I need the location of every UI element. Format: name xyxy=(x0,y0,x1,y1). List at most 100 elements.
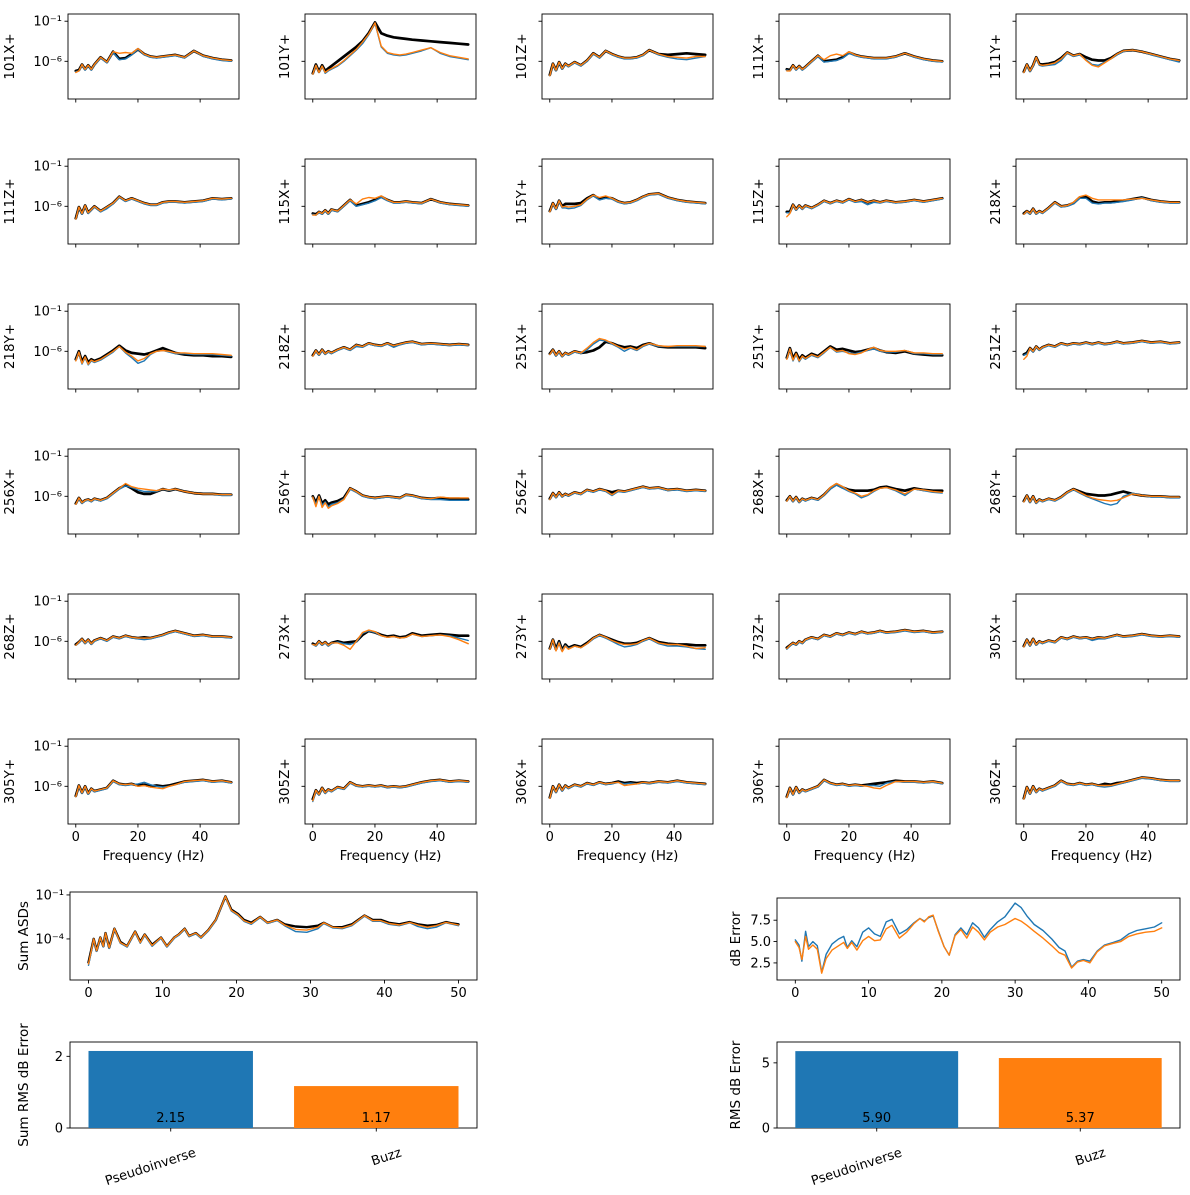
db-error-ylabel: dB Error xyxy=(728,911,744,966)
x-axis-label: Frequency (Hz) xyxy=(340,848,442,864)
x-tick-label: 50 xyxy=(1153,986,1170,1001)
subplot-256Y+: 256Y+ xyxy=(277,448,477,538)
y-tick-label: 5.0 xyxy=(750,935,771,950)
x-axis-label: Frequency (Hz) xyxy=(577,848,679,864)
subplot-273Y+: 273Y+ xyxy=(514,593,714,683)
bar-buzz xyxy=(998,1058,1162,1128)
x-tick-label: 40 xyxy=(192,830,209,845)
x-axis-label: Frequency (Hz) xyxy=(103,848,205,864)
x-tick-label: 10 xyxy=(860,986,877,1001)
subplot-251Y+: 251Y+ xyxy=(751,303,951,393)
sum-asds-plot: 10⁻¹ 10⁻⁴ 0 10 20 30 40 50 Sum ASDs xyxy=(16,888,478,1001)
truth-line xyxy=(74,344,233,364)
subplot-268Y+: 268Y+ xyxy=(988,448,1188,538)
channel-label: 273Y+ xyxy=(514,614,530,659)
subplot-273Z+: 273Z+ xyxy=(751,593,951,683)
x-tick-label: 10 xyxy=(154,986,171,1001)
buzz-line xyxy=(1023,340,1180,360)
subplot-305Z+: 0 20 40 Frequency (Hz) 305Z+ xyxy=(277,738,477,864)
channel-label: 111Y+ xyxy=(988,34,1004,79)
x-tick-label: 20 xyxy=(604,830,621,845)
buzz-line xyxy=(75,482,232,505)
buzz-line xyxy=(312,341,469,357)
subplot-111X+: 111X+ xyxy=(751,13,951,103)
subplot-268X+: 268X+ xyxy=(751,448,951,538)
x-axis-label: Frequency (Hz) xyxy=(1051,848,1153,864)
buzz-line xyxy=(312,22,469,75)
buzz-line xyxy=(549,49,706,77)
subplot-306Y+: 0 20 40 Frequency (Hz) 306Y+ xyxy=(751,738,951,864)
y-tick-label: 0 xyxy=(762,1122,770,1137)
subplot-268Z+: 10⁻¹ 10⁻⁶ 268Z+ xyxy=(2,593,240,683)
buzz-line xyxy=(549,486,706,501)
y-tick-label: 10⁻¹ xyxy=(33,305,62,320)
bar-value-label: 5.90 xyxy=(862,1111,891,1126)
buzz-line xyxy=(75,779,232,798)
channel-label: 273X+ xyxy=(277,613,293,659)
x-axis-label: Frequency (Hz) xyxy=(814,848,916,864)
y-tick-label: 5 xyxy=(762,1056,770,1071)
channel-label: 305Z+ xyxy=(277,758,293,804)
channel-label: 251Z+ xyxy=(988,323,1004,369)
channel-label: 115Z+ xyxy=(751,178,767,224)
x-tick-label: 50 xyxy=(450,986,467,1001)
x-tick-label: 40 xyxy=(429,830,446,845)
subplot-256X+: 10⁻¹ 10⁻⁶ 256X+ xyxy=(2,448,240,538)
y-tick-label: 10⁻¹ xyxy=(33,15,62,30)
subplot-115Z+: 115Z+ xyxy=(751,158,951,248)
buzz-line xyxy=(312,629,469,650)
buzz-line xyxy=(1023,776,1180,800)
channel-label: 218X+ xyxy=(988,178,1004,224)
buzz-line xyxy=(549,634,706,653)
rms-bar-chart-ylabel: RMS dB Error xyxy=(728,1040,744,1129)
bar-pseudoinverse xyxy=(795,1051,959,1128)
buzz-line xyxy=(786,482,943,503)
channel-label: 268Z+ xyxy=(2,613,18,659)
y-tick-label: 10⁻⁴ xyxy=(35,932,64,947)
subplot-101Z+: 101Z+ xyxy=(514,13,714,103)
subplot-251Z+: 251Z+ xyxy=(988,303,1188,393)
y-tick-label: 10⁻⁶ xyxy=(33,200,62,215)
x-tick-label: 30 xyxy=(1007,986,1024,1001)
bar-value-label: 1.17 xyxy=(362,1111,391,1126)
plot-frame xyxy=(1015,448,1188,535)
sum-asds-ylabel: Sum ASDs xyxy=(16,901,32,971)
subplot-218Y+: 10⁻¹ 10⁻⁶ 218Y+ xyxy=(2,303,240,393)
x-tick-label: 0 xyxy=(791,986,799,1001)
buzz-line xyxy=(786,346,943,362)
subplot-111Z+: 10⁻¹ 10⁻⁶ 111Z+ xyxy=(2,158,240,248)
y-tick-label: 0 xyxy=(55,1122,63,1137)
x-tick-label: 20 xyxy=(130,830,147,845)
buzz-line xyxy=(549,337,706,357)
channel-label: 268X+ xyxy=(751,468,767,514)
channel-label: 256Y+ xyxy=(277,469,293,514)
channel-label: 273Z+ xyxy=(751,613,767,659)
buzz-line xyxy=(312,779,469,802)
subplot-251X+: 251X+ xyxy=(514,303,714,393)
plot-frame xyxy=(69,891,478,981)
pseudoinverse-line xyxy=(786,630,943,650)
buzz-line xyxy=(549,192,706,213)
pseudoinverse-line xyxy=(549,193,706,213)
subplot-218X+: 218X+ xyxy=(988,158,1188,248)
subplot-305Y+: 10⁻¹ 10⁻⁶ 0 20 40 Frequency (Hz) 305Y+ xyxy=(2,738,240,864)
subplot-273X+: 273X+ xyxy=(277,593,477,683)
y-tick-label: 10⁻⁶ xyxy=(33,780,62,795)
x-tick-label: 0 xyxy=(309,830,317,845)
y-tick-label: 10⁻⁶ xyxy=(33,55,62,70)
x-tick-label: 40 xyxy=(666,830,683,845)
y-tick-label: 10⁻¹ xyxy=(33,160,62,175)
channel-label: 305X+ xyxy=(988,613,1004,659)
sum-rms-bar-chart-ylabel: Sum RMS dB Error xyxy=(16,1023,32,1147)
subplot-306X+: 0 20 40 Frequency (Hz) 306X+ xyxy=(514,738,714,864)
buzz-line xyxy=(312,487,469,509)
y-tick-label: 7.5 xyxy=(750,914,771,929)
plot-frame xyxy=(67,158,240,245)
channel-label: 306Z+ xyxy=(988,758,1004,804)
truth-line xyxy=(785,345,944,361)
subplot-218Z+: 218Z+ xyxy=(277,303,477,393)
subplot-101Y+: 101Y+ xyxy=(277,13,477,103)
bar-value-label: 2.15 xyxy=(156,1111,185,1126)
subplot-306Z+: 0 20 40 Frequency (Hz) 306Z+ xyxy=(988,738,1188,864)
